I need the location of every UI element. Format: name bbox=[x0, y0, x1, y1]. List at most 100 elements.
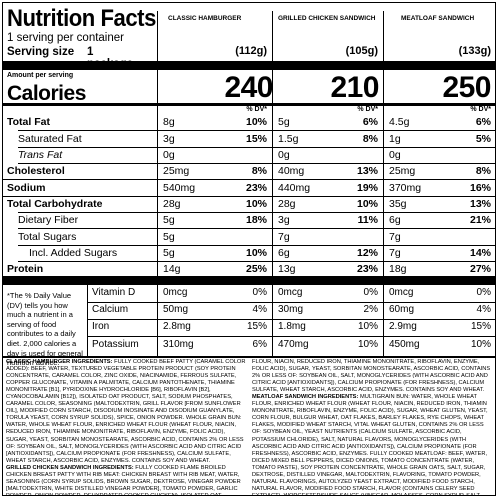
nutrient-amount: 7g bbox=[389, 231, 401, 243]
servings-per-container: 1 serving per container bbox=[7, 32, 124, 44]
vitamin-label: Potassium bbox=[92, 339, 139, 350]
nutrient-amount: 1.5g bbox=[278, 133, 299, 145]
vitamin-amount: 2.8mg bbox=[163, 321, 191, 332]
vitamin-percent-dv: 10% bbox=[470, 339, 491, 350]
divider-thick bbox=[3, 61, 495, 70]
nutrient-label: Incl. Added Sugars bbox=[29, 247, 118, 259]
dv-header: % DV* bbox=[246, 106, 267, 113]
nutrient-amount: 7g bbox=[278, 231, 290, 243]
panel-title: Nutrition Facts bbox=[7, 5, 156, 32]
row-divider bbox=[88, 336, 495, 337]
nutrient-percent-dv: 21% bbox=[469, 214, 491, 226]
nutrient-amount: 40mg bbox=[278, 165, 305, 177]
daily-value-footnote: *The % Daily Value (DV) tells you how mu… bbox=[7, 291, 83, 368]
vitamin-amount: 470mg bbox=[278, 339, 309, 350]
nutrient-percent-dv: 15% bbox=[245, 133, 267, 145]
ingredients-heading: GRILLED CHICKEN SANDWICH INGREDIENTS: bbox=[6, 464, 134, 471]
nutrient-percent-dv: 14% bbox=[469, 247, 491, 259]
vitamin-percent-dv: 6% bbox=[252, 339, 267, 350]
nutrient-amount: 0g bbox=[389, 149, 401, 161]
amount-per-serving: Amount per serving bbox=[7, 72, 74, 79]
row-divider bbox=[18, 245, 495, 246]
vitamin-amount: 2.9mg bbox=[389, 321, 417, 332]
nutrient-amount: 25mg bbox=[163, 165, 190, 177]
serving-size-label: Serving size bbox=[7, 46, 75, 58]
ingredients-text: FULLY COOKED FLAME BROILED CHICKEN BREAS… bbox=[6, 359, 491, 496]
row-divider bbox=[18, 130, 495, 131]
vitamin-amount: 30mg bbox=[278, 304, 304, 315]
product-name: CLASSIC HAMBURGER bbox=[168, 15, 242, 22]
row-divider bbox=[3, 196, 495, 197]
ingredients-text: MULTIGRAIN BUN: WATER, WHOLE WHEAT FLOUR… bbox=[252, 394, 488, 496]
product-serving-weight: (105g) bbox=[345, 45, 378, 57]
nutrient-percent-dv: 23% bbox=[245, 182, 267, 194]
vitamin-amount: 310mg bbox=[163, 339, 194, 350]
vitamin-label: Iron bbox=[92, 321, 110, 332]
nutrient-amount: 6g bbox=[278, 247, 290, 259]
nutrient-percent-dv: 8% bbox=[362, 133, 378, 145]
dv-header: % DV* bbox=[357, 106, 378, 113]
ingredients-heading: CLASSIC HAMBURGER INGREDIENTS: bbox=[6, 359, 113, 365]
nutrient-percent-dv: 8% bbox=[251, 165, 267, 177]
divider-medium bbox=[3, 103, 495, 106]
nutrient-amount: 14g bbox=[163, 263, 181, 275]
nutrient-amount: 3g bbox=[163, 133, 175, 145]
vitamin-amount: 0mcg bbox=[278, 287, 303, 298]
nutrient-percent-dv: 13% bbox=[356, 165, 378, 177]
vitamin-percent-dv: 10% bbox=[357, 339, 378, 350]
nutrient-label: Trans Fat bbox=[18, 149, 63, 161]
divider-medium bbox=[3, 356, 495, 358]
ingredients-meatloaf: MEATLOAF SANDWICH INGREDIENTS: MULTIGRAI… bbox=[252, 394, 493, 496]
nutrient-amount: 540mg bbox=[163, 182, 196, 194]
nutrient-amount: 8g bbox=[163, 116, 175, 128]
nutrient-percent-dv: 10% bbox=[245, 198, 267, 210]
vitamin-percent-dv: 0% bbox=[363, 287, 378, 298]
vitamin-percent-dv: 4% bbox=[476, 304, 491, 315]
nutrition-facts-panel: Nutrition Facts 1 serving per container … bbox=[2, 2, 496, 496]
nutrient-percent-dv: 19% bbox=[356, 182, 378, 194]
product-name: GRILLED CHICKEN SANDWICH bbox=[278, 15, 376, 22]
nutrient-label: Saturated Fat bbox=[18, 133, 82, 145]
nutrient-percent-dv: 25% bbox=[245, 263, 267, 275]
nutrient-amount: 4.5g bbox=[389, 116, 410, 128]
nutrient-amount: 28g bbox=[278, 198, 296, 210]
product-serving-weight: (112g) bbox=[235, 45, 267, 57]
nutrient-amount: 440mg bbox=[278, 182, 311, 194]
row-divider bbox=[88, 319, 495, 320]
nutrient-percent-dv: 10% bbox=[245, 247, 267, 259]
calories-value: 210 bbox=[330, 71, 379, 104]
nutrient-label: Total Sugars bbox=[18, 231, 77, 243]
nutrient-amount: 25mg bbox=[389, 165, 416, 177]
nutrient-label: Total Fat bbox=[7, 116, 50, 128]
nutrient-label: Protein bbox=[7, 263, 44, 275]
row-divider bbox=[88, 302, 495, 303]
nutrient-amount: 35g bbox=[389, 198, 407, 210]
vitamin-percent-dv: 0% bbox=[476, 287, 491, 298]
row-divider bbox=[18, 261, 495, 262]
vitamin-amount: 1.8mg bbox=[278, 321, 306, 332]
nutrient-percent-dv: 11% bbox=[357, 214, 378, 226]
nutrient-amount: 5g bbox=[278, 116, 290, 128]
vitamin-label: Vitamin D bbox=[92, 287, 136, 298]
nutrient-label: Total Carbohydrate bbox=[7, 198, 103, 210]
ingredients-text: FULLY COOKED BEEF PATTY (CARAMEL COLOR A… bbox=[6, 359, 246, 464]
nutrient-percent-dv: 23% bbox=[356, 263, 378, 275]
nutrient-amount: 5g bbox=[163, 214, 175, 226]
nutrient-amount: 6g bbox=[389, 214, 401, 226]
nutrient-percent-dv: 6% bbox=[475, 116, 491, 128]
column-divider bbox=[383, 11, 384, 357]
vitamin-amount: 450mg bbox=[389, 339, 420, 350]
row-divider bbox=[18, 228, 495, 229]
vitamin-amount: 0mcg bbox=[163, 287, 188, 298]
nutrient-percent-dv: 6% bbox=[362, 116, 378, 128]
nutrient-amount: 1g bbox=[389, 133, 401, 145]
vitamin-label: Calcium bbox=[92, 304, 129, 315]
vitamin-percent-dv: 10% bbox=[357, 321, 378, 332]
nutrient-label: Sodium bbox=[7, 182, 46, 194]
nutrient-amount: 18g bbox=[389, 263, 407, 275]
calories-label: Calories bbox=[7, 82, 86, 105]
row-divider bbox=[18, 147, 495, 148]
nutrient-amount: 5g bbox=[163, 247, 175, 259]
nutrient-percent-dv: 10% bbox=[356, 198, 378, 210]
vitamin-amount: 60mg bbox=[389, 304, 415, 315]
